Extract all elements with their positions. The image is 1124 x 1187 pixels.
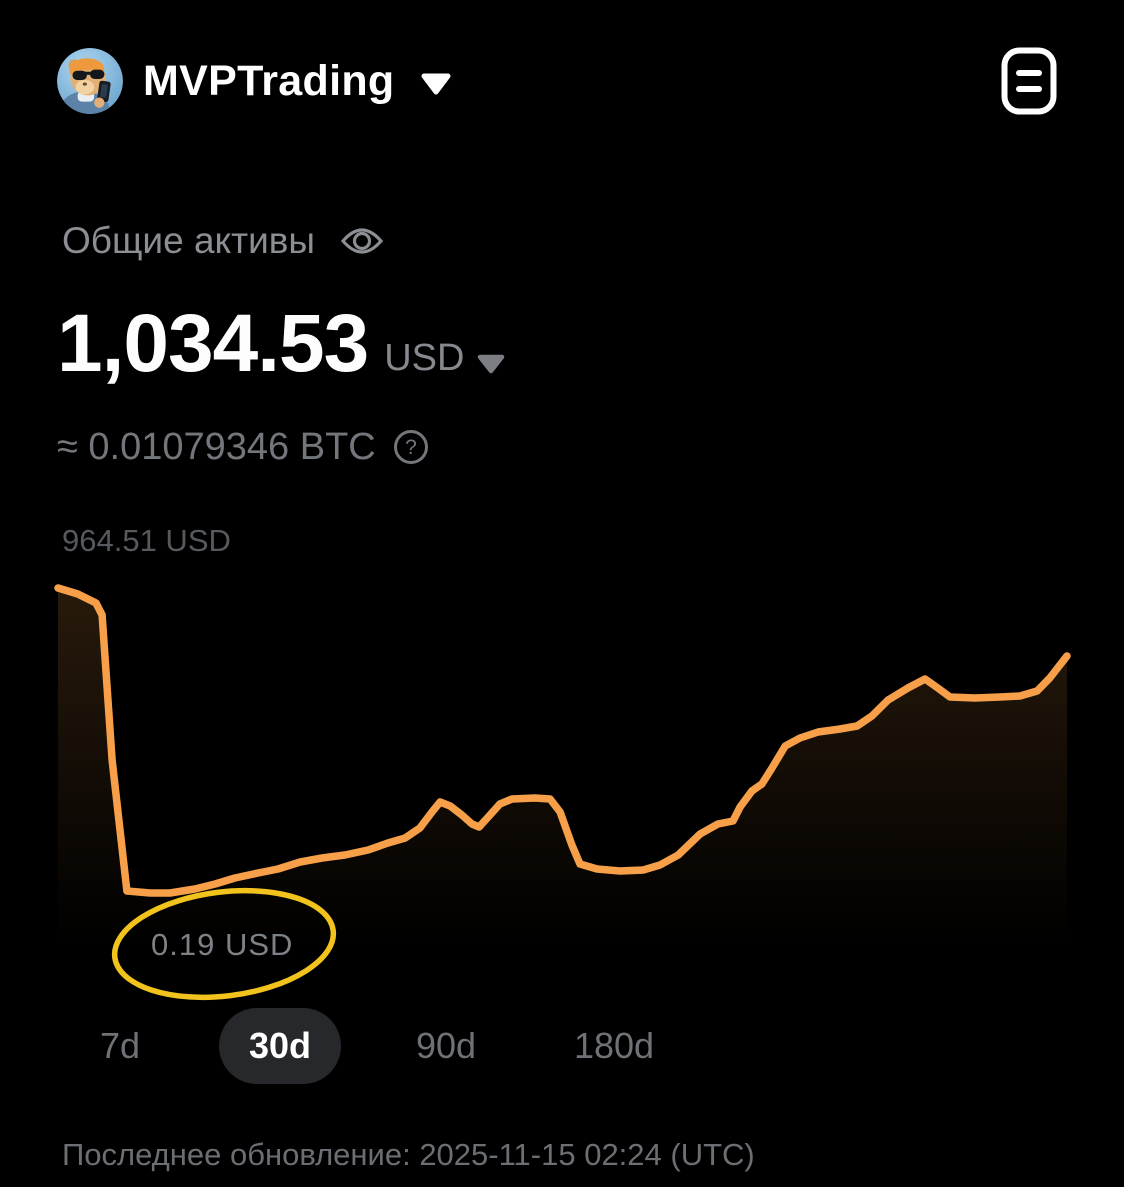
annotation-ellipse (111, 887, 337, 1001)
balance-value: 1,034.53 (57, 298, 369, 389)
balance-row: 1,034.53 USD (57, 298, 506, 389)
currency-label: USD (384, 337, 465, 380)
hamster-avatar-image (57, 48, 123, 114)
tab-90d[interactable]: 90d (415, 1025, 477, 1066)
chevron-down-icon (478, 355, 505, 374)
tab-30d-selected[interactable]: 30d (219, 1008, 341, 1084)
tab-180d[interactable]: 180d (573, 1025, 655, 1066)
eye-icon[interactable] (339, 223, 385, 259)
btc-equivalent-row: ≈ 0.01079346 BTC ? (57, 428, 430, 466)
last-update-text: Последнее обновление: 2025-11-15 02:24 (… (62, 1137, 755, 1172)
btc-equivalent: ≈ 0.01079346 BTC (57, 426, 376, 468)
chart-min-label: 0.19 USD (151, 927, 294, 962)
total-assets-label: Общие активы (62, 220, 315, 261)
total-assets-section: Общие активы (62, 222, 385, 259)
menu-button[interactable] (1001, 47, 1057, 115)
chart-max-label: 964.51 USD (62, 523, 231, 558)
chart-line (54, 584, 1071, 897)
header-bar: MVPTrading (57, 48, 452, 114)
tab-7d[interactable]: 7d (99, 1025, 141, 1066)
question-glyph: ? (405, 436, 417, 459)
question-icon[interactable]: ? (392, 428, 430, 466)
avatar[interactable] (57, 48, 123, 114)
chart-area-fill (58, 588, 1067, 940)
account-name[interactable]: MVPTrading (143, 56, 395, 105)
list-panel-icon (1001, 47, 1057, 115)
currency-selector[interactable]: USD (384, 339, 506, 381)
chevron-down-icon[interactable] (420, 72, 452, 96)
